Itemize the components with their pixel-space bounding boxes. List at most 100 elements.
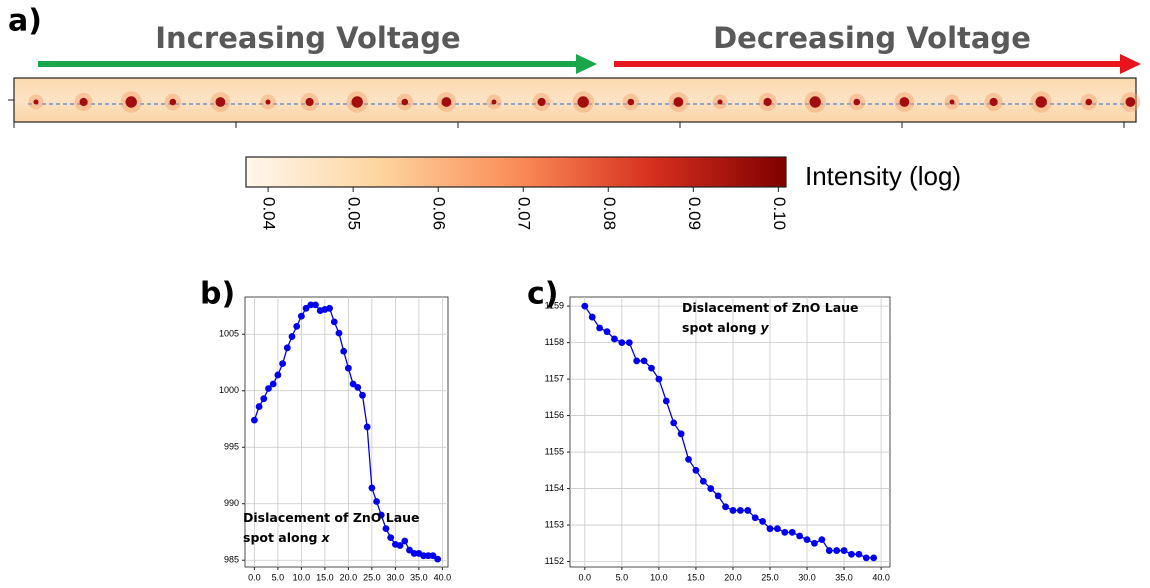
data-point	[804, 536, 811, 543]
spot	[442, 97, 452, 107]
x-tick-label: 10.0	[293, 572, 311, 582]
data-point	[648, 365, 655, 372]
data-point	[336, 330, 343, 337]
data-point	[326, 305, 333, 312]
spot	[1036, 96, 1047, 107]
data-point	[707, 485, 714, 492]
data-point	[298, 313, 305, 320]
spot-strip	[8, 78, 1140, 128]
data-point	[730, 507, 737, 514]
data-point	[789, 529, 796, 536]
data-point	[284, 344, 291, 351]
y-tick-label: 1158	[545, 337, 564, 347]
data-point	[260, 395, 267, 402]
x-tick-label: 40.0	[434, 572, 452, 582]
data-point	[401, 538, 408, 545]
spot	[126, 96, 137, 107]
spot	[352, 96, 363, 107]
data-point	[855, 551, 862, 558]
y-tick-label: 990	[224, 498, 239, 508]
data-point	[331, 318, 338, 325]
data-point	[289, 333, 296, 340]
data-point	[626, 339, 633, 346]
arrow-label: Increasing Voltage	[155, 21, 460, 55]
data-point	[796, 533, 803, 540]
tick-label: 0.07	[515, 197, 534, 230]
annotation-variable: x	[320, 530, 330, 545]
tick-label: 0.09	[685, 197, 704, 230]
data-point	[633, 357, 640, 364]
data-point	[833, 547, 840, 554]
data-point	[340, 348, 347, 355]
tick-label: 0.05	[345, 197, 364, 230]
data-point	[256, 403, 263, 410]
panel-label: c)	[527, 277, 559, 312]
x-tick-label: 35.0	[410, 572, 428, 582]
spot	[764, 98, 772, 106]
data-point	[589, 314, 596, 321]
data-point	[641, 357, 648, 364]
data-point	[737, 507, 744, 514]
data-point	[270, 381, 277, 388]
arrow-head	[576, 54, 597, 74]
x-tick-label: 20.0	[340, 572, 358, 582]
annotation: Dislacement of ZnO Laue	[682, 300, 859, 315]
x-tick-label: 35.0	[835, 572, 853, 582]
annotation: spot alongy	[682, 320, 769, 335]
spot	[492, 100, 497, 105]
x-tick-label: 5.0	[616, 572, 629, 582]
spot	[578, 96, 589, 107]
data-point	[774, 525, 781, 532]
data-point	[596, 325, 603, 332]
y-tick-label: 1155	[545, 446, 564, 456]
data-point	[312, 302, 319, 309]
tick-label: 0.08	[600, 197, 619, 230]
x-tick-label: 15.0	[687, 572, 705, 582]
spot	[1086, 99, 1093, 106]
y-tick-label: 1153	[545, 519, 564, 529]
data-point	[722, 503, 729, 510]
y-tick-label: 1157	[545, 373, 564, 383]
y-tick-label: 995	[224, 442, 239, 452]
x-tick-label: 0.0	[248, 572, 261, 582]
data-point	[685, 456, 692, 463]
data-point	[818, 536, 825, 543]
spot	[1126, 97, 1136, 107]
tick-label: 0.10	[770, 197, 789, 230]
x-tick-label: 5.0	[272, 572, 285, 582]
spot	[900, 97, 910, 107]
data-point	[364, 424, 371, 431]
spot	[216, 97, 226, 107]
plot-area	[570, 297, 890, 567]
data-point	[663, 398, 670, 405]
annotation-text: spot along	[243, 530, 317, 545]
data-point	[345, 365, 352, 372]
arrow-head	[1120, 54, 1141, 74]
data-point	[618, 339, 625, 346]
plot-area	[245, 297, 448, 567]
annotation-text: Dislacement of ZnO Laue	[682, 300, 859, 315]
y-tick-label: 1152	[545, 556, 564, 566]
data-point	[767, 525, 774, 532]
spot	[628, 99, 635, 106]
data-point	[841, 547, 848, 554]
data-point	[693, 467, 700, 474]
spot	[266, 100, 271, 105]
x-tick-label: 30.0	[798, 572, 816, 582]
x-tick-label: 15.0	[316, 572, 334, 582]
data-point	[251, 417, 258, 424]
data-point	[670, 419, 677, 426]
data-point	[826, 547, 833, 554]
tick-label: 0.04	[260, 197, 279, 230]
y-tick-label: 1005	[219, 329, 239, 339]
data-point	[387, 534, 394, 541]
spot	[810, 96, 821, 107]
data-point	[279, 360, 286, 367]
spot	[950, 100, 955, 105]
spot	[538, 98, 546, 106]
data-point	[368, 485, 375, 492]
data-point	[604, 328, 611, 335]
annotation-variable: y	[760, 320, 769, 335]
arrow-label: Decreasing Voltage	[713, 21, 1031, 55]
